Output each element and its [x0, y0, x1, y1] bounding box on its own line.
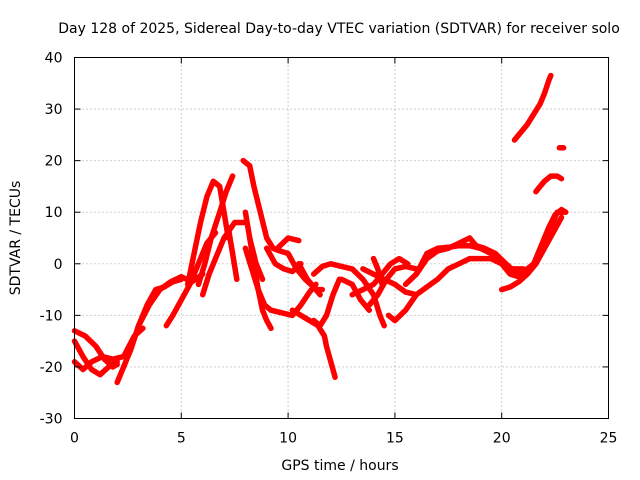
- data-series-arc-16: [274, 235, 302, 252]
- x-tick-label: 25: [600, 431, 618, 447]
- y-tick-label: 20: [45, 154, 63, 170]
- data-series-arc-31: [533, 173, 565, 195]
- data-series-arc-19: [310, 276, 343, 329]
- data-series-arc-2: [71, 338, 120, 378]
- data-series-arc-25: [370, 255, 385, 288]
- y-tick-label: 40: [45, 51, 63, 67]
- data-series-arc-29: [498, 214, 565, 293]
- y-tick-label: 10: [45, 205, 63, 221]
- y-tick-label: -10: [40, 308, 63, 324]
- y-tick-label: -30: [40, 412, 63, 428]
- data-series-arc-14: [246, 235, 274, 332]
- chart-title: Day 128 of 2025, Sidereal Day-to-day VTE…: [58, 21, 620, 37]
- data-series-arc-28: [413, 242, 526, 277]
- grid: [74, 57, 609, 419]
- ticks: 0 5 10 15 20 25 -30 -20 -10 0 10 20 30 40: [40, 51, 618, 447]
- data-series-arc-8: [195, 173, 236, 288]
- x-tick-label: 0: [70, 431, 79, 447]
- x-tick-label: 15: [386, 431, 404, 447]
- y-tick-label: 0: [54, 257, 63, 273]
- data-series-arc-24: [349, 255, 411, 298]
- plot-frame: [74, 57, 609, 419]
- data-series-arc-30: [511, 72, 554, 143]
- data-series-arc-20: [310, 261, 387, 329]
- series-layer: [71, 72, 569, 386]
- data-series-arc-15: [263, 245, 304, 275]
- data-series-arc-10: [225, 224, 240, 283]
- data-series-arc-23: [366, 263, 420, 308]
- data-series-arc-9: [199, 219, 249, 298]
- data-series-arc-22: [360, 266, 420, 298]
- y-tick-label: 30: [45, 102, 63, 118]
- data-series-arc-17: [296, 261, 326, 293]
- x-tick-label: 20: [493, 431, 511, 447]
- x-tick-label: 10: [279, 431, 297, 447]
- y-axis-label: SDTVAR / TECUs: [8, 181, 24, 296]
- data-series-arc-33: [530, 206, 569, 267]
- x-tick-label: 5: [177, 431, 186, 447]
- x-axis-label: GPS time / hours: [281, 458, 398, 474]
- y-tick-label: -20: [40, 360, 63, 376]
- data-series-arc-18: [289, 307, 338, 380]
